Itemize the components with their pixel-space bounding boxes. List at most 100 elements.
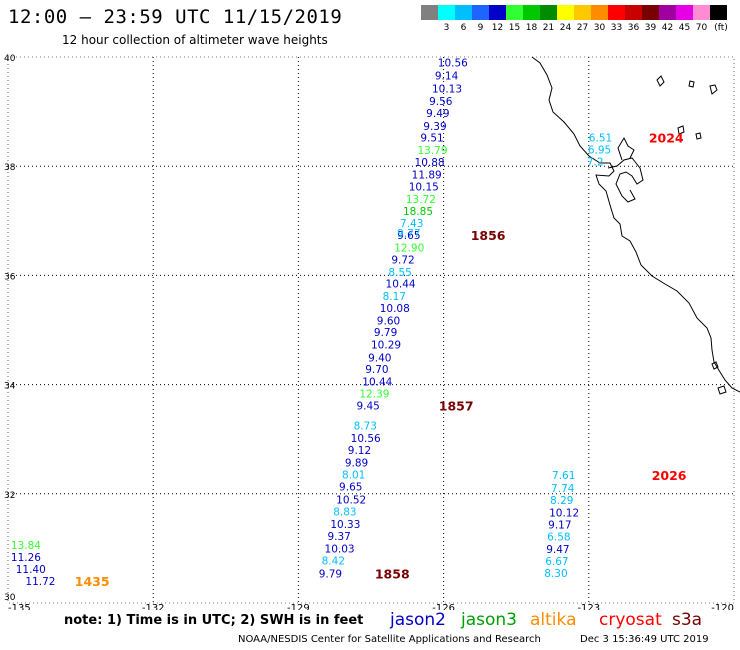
lake-2-path xyxy=(688,80,695,88)
wave-height-label: 12.90 xyxy=(394,243,424,255)
wave-height-label: 10.12 xyxy=(549,507,579,519)
wave-height-label: 9.79 xyxy=(319,569,342,581)
colorbar-label: 36 xyxy=(627,23,640,33)
lat-tick-label: 32 xyxy=(4,491,15,501)
wave-height-label: 9.60 xyxy=(377,316,400,328)
colorbar-swatch xyxy=(676,5,693,20)
lon-tick-label: -135 xyxy=(8,603,31,610)
wave-height-label: 10.56 xyxy=(438,57,468,69)
wave-height-label: 9.17 xyxy=(548,519,571,531)
colorbar-swatch xyxy=(540,5,557,20)
wave-height-label: 13.79 xyxy=(417,145,447,157)
wave-height-label: 10.03 xyxy=(325,543,355,555)
wave-height-label: 7.43 xyxy=(400,218,423,230)
legend-s3a: s3a xyxy=(672,610,703,630)
lake-1-path xyxy=(656,75,665,87)
wave-height-label: 9.89 xyxy=(345,458,368,470)
wave-height-label: 10.56 xyxy=(351,433,381,445)
wave-height-label: 10.13 xyxy=(432,84,462,96)
pass-time-label: 2024 xyxy=(649,130,684,145)
wave-height-label: 9.56 xyxy=(429,96,453,108)
wave-height-label: 8.42 xyxy=(322,555,345,567)
wave-height-label: 9.12 xyxy=(348,445,371,457)
colorbar-swatch xyxy=(710,5,727,20)
pass-time-label: 1435 xyxy=(75,574,110,589)
wave-height-label: 6.95 xyxy=(588,144,611,156)
wave-height-label: 12.39 xyxy=(359,388,389,400)
wave-height-label: 11.26 xyxy=(11,552,41,564)
lat-tick-label: 40 xyxy=(4,54,16,64)
colorbar-label: 24 xyxy=(559,23,572,33)
wave-height-map: 40 38 36 34 32 30-135 -132 -129 -126 -123 -120 10.… xyxy=(4,54,740,610)
colorbar-label: 30 xyxy=(593,23,606,33)
wave-height-label: 8.55 xyxy=(388,267,411,279)
california-coastline xyxy=(531,56,740,395)
colorbar-label: 33 xyxy=(610,23,623,33)
lake-6-path xyxy=(711,361,719,370)
wave-height-label: 8.83 xyxy=(333,506,356,518)
wave-height-label: 9.70 xyxy=(365,364,388,376)
lat-tick-label: 38 xyxy=(4,163,16,173)
wave-height-label: 9.45 xyxy=(356,400,379,412)
inland-delta-path xyxy=(617,136,635,161)
legend-cryosat: cryosat xyxy=(599,610,662,630)
colorbar-swatch xyxy=(625,5,642,20)
lat-tick-label: 30 xyxy=(4,593,16,603)
pass-time-label: 1856 xyxy=(471,228,506,243)
colorbar-label: 3 xyxy=(443,23,450,33)
lat-tick-label: 34 xyxy=(4,382,16,392)
wave-height-label: 8.29 xyxy=(550,495,573,507)
wave-height-label: 9.49 xyxy=(426,108,449,120)
colorbar-swatch xyxy=(574,5,591,20)
wave-height-label: 9.65 xyxy=(397,230,420,242)
lake-5-path xyxy=(695,132,702,140)
colorbar-label: 9 xyxy=(477,23,484,33)
wave-height-label: 10.88 xyxy=(415,157,445,169)
credit-line: NOAA/NESDIS Center for Satellite Applica… xyxy=(238,634,541,645)
wave-height-label: 6.67 xyxy=(545,556,568,568)
colorbar-label: 27 xyxy=(576,23,589,33)
colorbar-label: 42 xyxy=(661,23,674,33)
wave-height-label: 9.51 xyxy=(420,132,443,144)
legend-jason2: jason2 xyxy=(390,610,446,630)
colorbar-swatch xyxy=(489,5,506,20)
lon-tick-label: -132 xyxy=(142,603,165,610)
colorbar-swatch xyxy=(659,5,676,20)
wave-height-label: 10.29 xyxy=(371,340,401,352)
lat-tick-label: 36 xyxy=(4,272,16,282)
colorbar-label: 12 xyxy=(491,23,504,33)
colorbar-label: 18 xyxy=(525,23,538,33)
pass-time-label: 2026 xyxy=(652,468,687,483)
colorbar-swatch xyxy=(421,5,438,20)
wave-height-label: 10.44 xyxy=(386,279,416,291)
wave-height-label: 18.85 xyxy=(403,206,433,218)
wave-height-label: 10.44 xyxy=(362,376,392,388)
pass-time-label: 1858 xyxy=(375,567,410,582)
colorbar-swatch xyxy=(608,5,625,20)
wave-height-label: 7.61 xyxy=(552,470,575,482)
wave-height-label: 10.15 xyxy=(409,181,439,193)
wave-height-label: 9.72 xyxy=(391,255,414,267)
wave-height-label: 9.79 xyxy=(374,327,397,339)
legend-jason3: jason3 xyxy=(461,610,517,630)
colorbar-swatch xyxy=(693,5,710,20)
wave-height-label: 8.17 xyxy=(383,291,406,303)
wave-height-label: 6.51 xyxy=(589,132,612,144)
colorbar-swatch xyxy=(642,5,659,20)
coastline-path xyxy=(531,56,740,393)
wave-height-label: 10.08 xyxy=(380,303,410,315)
map-title: 12:00 – 23:59 UTC 11/15/2019 xyxy=(8,6,343,28)
wave-height-labels: 10.56 9.1410.139.569.499.399.5113.7910.88… xyxy=(11,57,687,589)
colorbar-label: 70 xyxy=(695,23,708,33)
wave-height-label: 9.47 xyxy=(546,544,569,556)
wave-height-label: 10.52 xyxy=(336,494,366,506)
lon-tick-label: -120 xyxy=(711,603,734,610)
colorbar-swatch xyxy=(591,5,608,20)
lat-lon-grid: 40 38 36 34 32 30-135 -132 -129 -126 -123 -120 xyxy=(4,54,735,610)
colorbar-label: 15 xyxy=(508,23,521,33)
colorbar-unit: (ft) xyxy=(714,23,728,33)
pass-time-label: 1857 xyxy=(439,398,474,413)
wave-height-label: 7.74 xyxy=(551,483,575,495)
lon-tick-label: -123 xyxy=(577,603,600,610)
lon-tick-label: -129 xyxy=(287,603,310,610)
